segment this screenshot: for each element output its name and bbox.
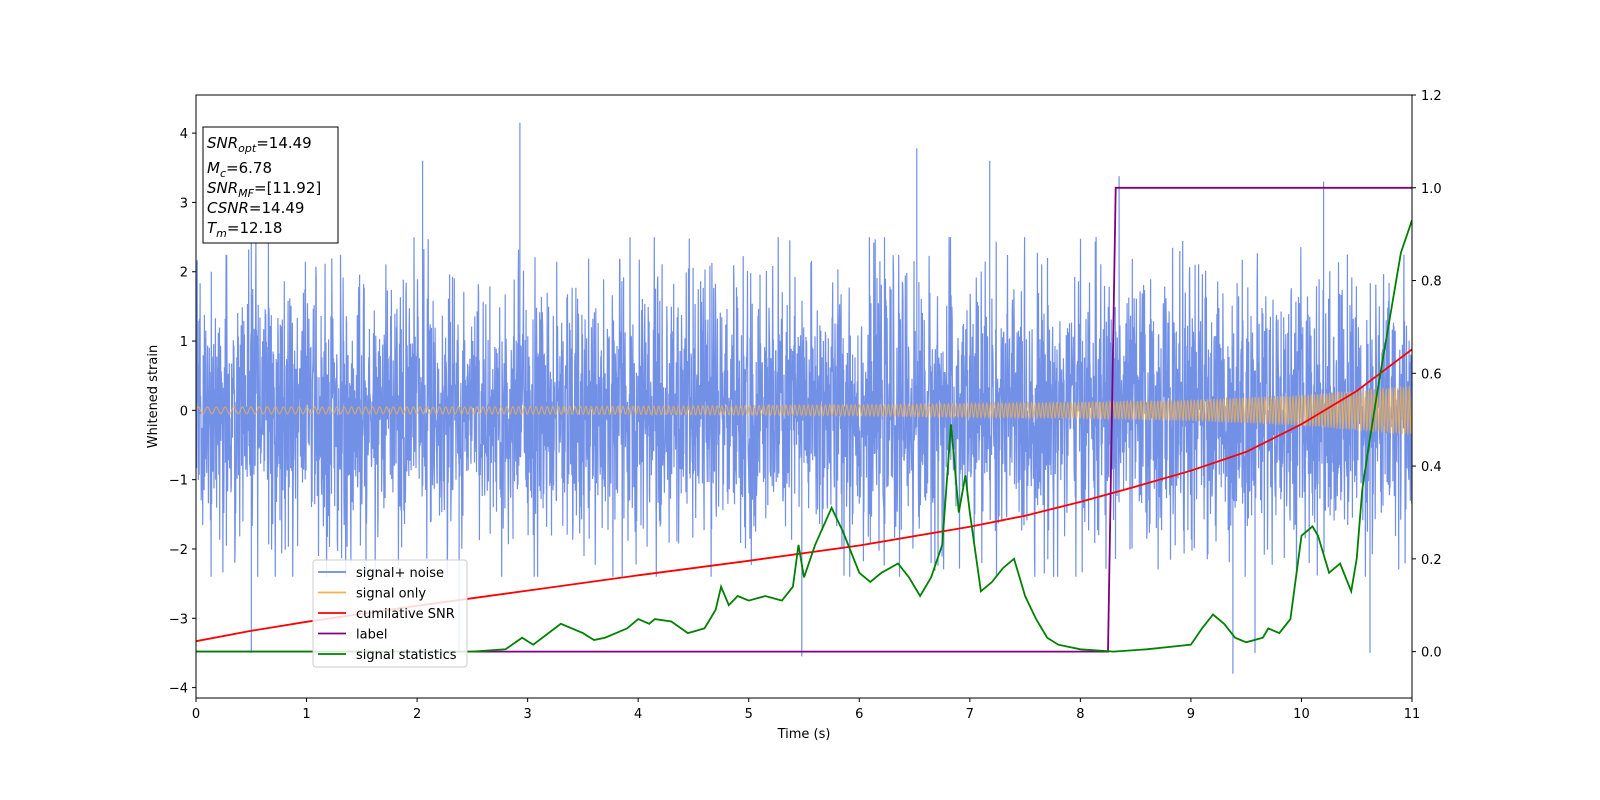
legend-frame [312,559,468,668]
legend: signal+ noise signal only cumilative SNR la… [312,559,468,668]
legend-label: label [356,628,387,643]
annotation-frame [202,126,339,244]
annotation-line: SNRopt=14.49 [207,134,312,155]
y-tick-label: 1 [180,335,188,350]
y-axis-label: Whitened strain [146,345,161,448]
y-tick-label: −1 [169,474,188,489]
y2-tick-label: 0.6 [1421,367,1442,382]
annotation-line: Tm=12.18 [207,219,282,240]
y2-tick-label: 1.0 [1421,182,1442,197]
y2-tick-label: 0.0 [1421,646,1442,661]
plot-frame [195,94,1413,699]
x-tick-label: 7 [966,707,974,722]
y-tick-label: 3 [180,196,188,211]
x-tick-label: 9 [1187,707,1195,722]
x-tick-label: 1 [302,707,310,722]
x-tick-label: 4 [634,707,642,722]
x-tick-label: 5 [745,707,753,722]
legend-label: signal+ noise [356,566,444,581]
legend-label: signal only [356,587,426,602]
series-signal-noise [196,122,1412,674]
y2-tick-label: 0.2 [1421,553,1442,568]
x-tick-label: 3 [523,707,531,722]
legend-label: signal statistics [356,648,457,663]
series-label [196,186,1412,653]
y-tick-label: −2 [169,543,188,558]
x-tick-label: 2 [413,707,421,722]
annotation-line: Mc=6.78 [207,159,272,180]
y-tick-label: 4 [180,127,188,142]
y-tick-label: 0 [180,404,188,419]
axes: 0 1 2 3 4 5 6 7 8 9 10 11 −4 −3 −2 −1 0 1 2 3 4 0.0 0.2 0.4 0.6 0… [169,89,1442,722]
y-tick-label: 2 [180,266,188,281]
x-tick-label: 10 [1293,707,1310,722]
x-tick-label: 11 [1404,707,1421,722]
x-tick-label: 0 [192,707,200,722]
x-tick-label: 6 [855,707,863,722]
series-signal-statistics [196,219,1412,653]
series-signal-only [196,385,1412,435]
annotation-box: SNRopt=14.49 Mc=6.78SNRMF=[11.92]CSNR=14.… [202,126,339,244]
annotation-line: SNRMF=[11.92] [207,179,321,200]
y2-tick-label: 0.8 [1421,275,1442,290]
x-tick-label: 8 [1076,707,1084,722]
y-tick-label: −3 [169,612,188,627]
annotation-line: CSNR=14.49 [207,199,304,217]
y2-tick-label: 0.4 [1421,460,1442,475]
y2-tick-label: 1.2 [1421,89,1442,104]
legend-label: cumilative SNR [356,607,455,622]
y-tick-label: −4 [169,682,188,697]
x-axis-label: Time (s) [777,727,831,742]
